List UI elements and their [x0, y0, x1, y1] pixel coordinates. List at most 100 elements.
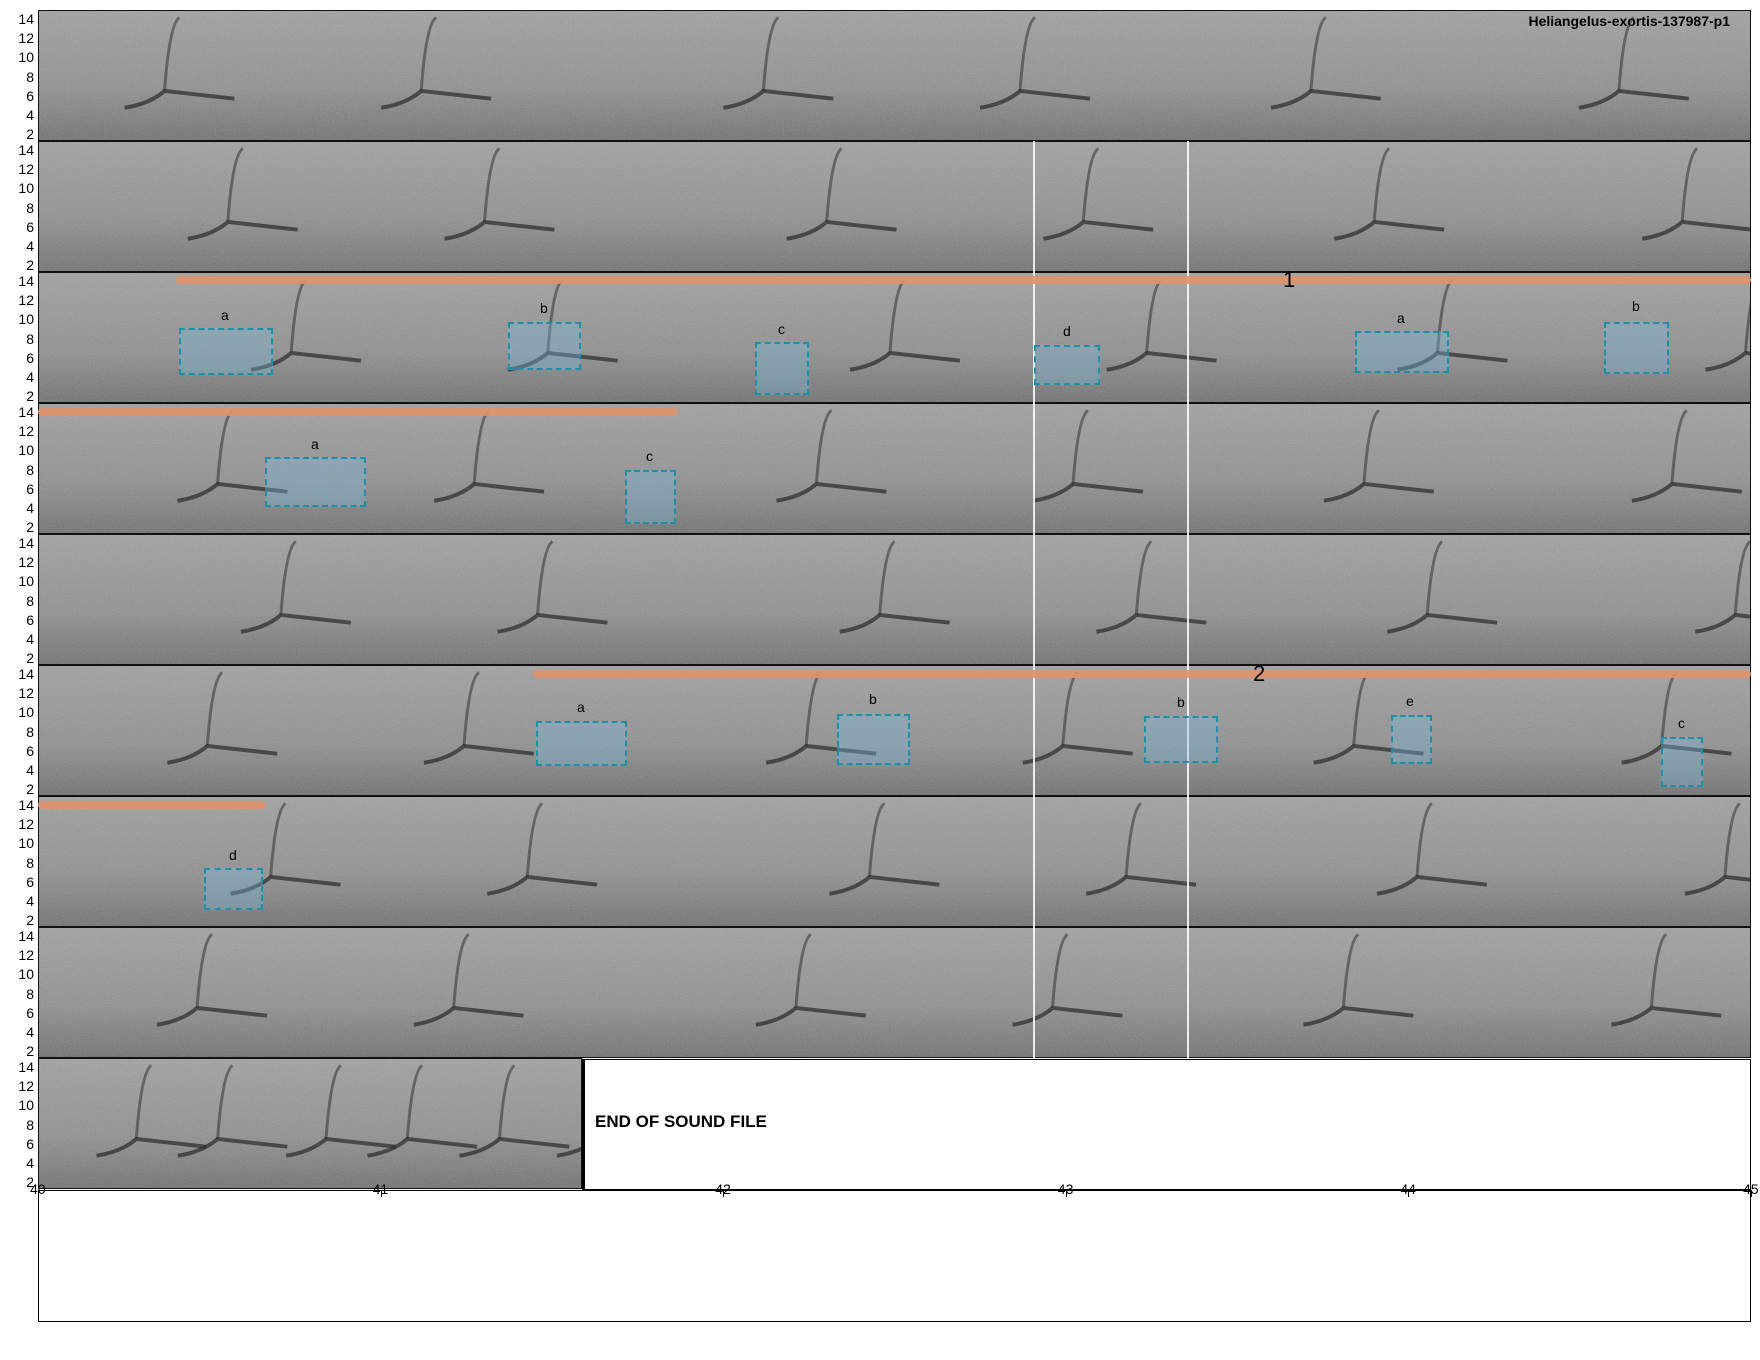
- frequency-tick-label: 10: [18, 966, 34, 983]
- song-label: 1: [1283, 267, 1296, 292]
- frequency-tick-label: 14: [18, 11, 34, 27]
- syllable-label: a: [1397, 310, 1405, 326]
- time-tick-label: 43: [1057, 1181, 1074, 1197]
- syllable-label: e: [1406, 693, 1414, 709]
- frequency-tick-label: 8: [26, 461, 34, 478]
- frequency-tick-label: 10: [18, 835, 34, 852]
- spectrogram-row-5: [38, 534, 1751, 665]
- frequency-tick-label: 2: [26, 781, 34, 798]
- syllable-label: c: [778, 321, 785, 337]
- frequency-tick-label: 14: [18, 535, 34, 551]
- end-of-file-box: END OF SOUND FILE: [582, 1059, 1751, 1190]
- time-axis-box: [38, 1190, 1751, 1322]
- frequency-tick-label: 2: [26, 257, 34, 274]
- syllable-label: c: [1678, 715, 1685, 731]
- frequency-tick-label: 8: [26, 199, 34, 216]
- end-of-file-label: END OF SOUND FILE: [595, 1112, 767, 1131]
- spectrogram-row-8: [38, 927, 1751, 1058]
- spectrogram-row-4: [38, 403, 1751, 534]
- frequency-tick-label: 6: [26, 218, 34, 235]
- frequency-tick-label: 8: [26, 592, 34, 609]
- syllable-box: [837, 714, 910, 765]
- frequency-tick-label: 8: [26, 854, 34, 871]
- frequency-tick-label: 2: [26, 1043, 34, 1060]
- time-tick-mark: [38, 1190, 39, 1197]
- syllable-box: [625, 470, 676, 524]
- syllable-label: a: [221, 307, 229, 323]
- frequency-tick-label: 6: [26, 742, 34, 759]
- syllable-label: b: [1632, 298, 1640, 314]
- spectrogram-row-1: [38, 10, 1751, 141]
- frequency-tick-label: 4: [26, 107, 34, 123]
- syllable-box: [536, 721, 627, 766]
- frequency-tick-label: 12: [18, 161, 34, 178]
- frequency-tick-label: 2: [26, 519, 34, 536]
- song-bar: [38, 801, 266, 809]
- frequency-tick-label: 8: [26, 68, 34, 85]
- syllable-box: [508, 322, 581, 370]
- frequency-tick-label: 14: [18, 404, 34, 420]
- time-tick-mark: [723, 1190, 725, 1197]
- time-tick-label: 44: [1400, 1181, 1416, 1197]
- frequency-tick-label: 10: [18, 311, 34, 328]
- frequency-tick-label: 12: [18, 292, 34, 309]
- frequency-tick-label: 14: [18, 1059, 34, 1075]
- frequency-tick-label: 4: [26, 1024, 34, 1040]
- frequency-tick-label: 8: [26, 1116, 34, 1133]
- frequency-tick-label: 12: [18, 554, 34, 571]
- syllable-box: [265, 457, 366, 507]
- syllable-label: b: [540, 300, 548, 316]
- frequency-tick-label: 2: [26, 650, 34, 667]
- spectrogram-row-2: [38, 141, 1751, 272]
- frequency-tick-label: 12: [18, 685, 34, 702]
- syllable-label: d: [229, 847, 237, 863]
- frequency-tick-label: 4: [26, 631, 34, 647]
- time-tick-mark: [1751, 1190, 1752, 1197]
- time-tick-mark: [1065, 1190, 1067, 1197]
- frequency-tick-label: 10: [18, 442, 34, 459]
- time-tick-label: 45: [1743, 1181, 1759, 1197]
- syllable-box: [1355, 331, 1449, 373]
- frequency-tick-label: 6: [26, 1135, 34, 1152]
- time-tick-label: 42: [715, 1181, 731, 1197]
- syllable-label: a: [577, 699, 585, 715]
- syllable-label: b: [1177, 694, 1185, 710]
- frequency-tick-label: 10: [18, 573, 34, 590]
- frequency-tick-label: 2: [26, 388, 34, 405]
- divider-line: [1033, 141, 1035, 1058]
- frequency-tick-label: 12: [18, 423, 34, 440]
- syllable-label: c: [646, 448, 653, 464]
- frequency-tick-label: 2: [26, 1174, 34, 1191]
- frequency-tick-label: 6: [26, 873, 34, 890]
- frequency-tick-label: 4: [26, 1155, 34, 1171]
- frequency-tick-label: 12: [18, 947, 34, 964]
- frequency-tick-label: 14: [18, 666, 34, 682]
- frequency-tick-label: 10: [18, 1097, 34, 1114]
- syllable-box: [1661, 737, 1703, 787]
- spectrogram-row-3: [38, 272, 1751, 403]
- song-bar: [176, 276, 1751, 284]
- time-tick-label: 40: [30, 1181, 46, 1197]
- spectrogram-row-9: [38, 1058, 582, 1189]
- frequency-tick-label: 6: [26, 87, 34, 104]
- syllable-box: [755, 342, 809, 395]
- frequency-tick-label: 6: [26, 349, 34, 366]
- frequency-tick-label: 4: [26, 500, 34, 516]
- frequency-tick-label: 2: [26, 126, 34, 143]
- frequency-tick-label: 2: [26, 912, 34, 929]
- frequency-tick-label: 10: [18, 704, 34, 721]
- frequency-tick-label: 6: [26, 611, 34, 628]
- frequency-tick-label: 4: [26, 762, 34, 778]
- frequency-tick-label: 14: [18, 797, 34, 813]
- time-tick-mark: [380, 1190, 382, 1197]
- figure-title: Heliangelus-exortis-137987-p1: [1528, 13, 1730, 29]
- song-bar: [533, 670, 1751, 678]
- frequency-tick-label: 8: [26, 723, 34, 740]
- frequency-tick-label: 14: [18, 928, 34, 944]
- frequency-tick-label: 8: [26, 330, 34, 347]
- frequency-tick-label: 14: [18, 273, 34, 289]
- syllable-box: [204, 868, 263, 910]
- song-label: 2: [1253, 661, 1266, 686]
- frequency-tick-label: 12: [18, 30, 34, 47]
